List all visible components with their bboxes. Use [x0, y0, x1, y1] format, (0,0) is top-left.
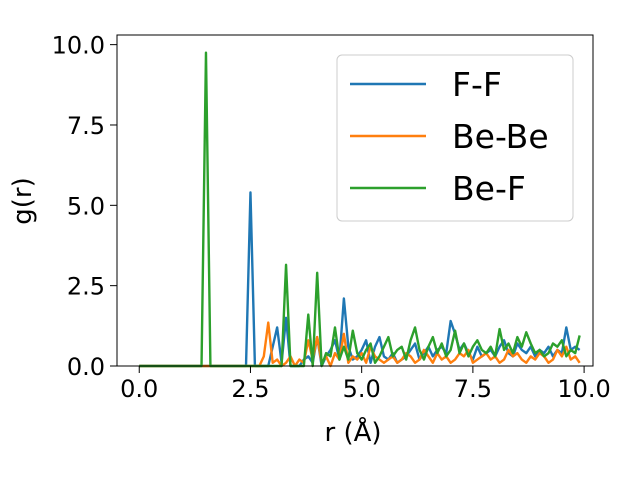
x-axis-ticks: 0.0 2.5 5.0 7.5 10.0 — [120, 366, 611, 403]
y-axis-ticks: 0.0 2.5 5.0 7.5 10.0 — [52, 32, 117, 381]
x-tick-label: 0.0 — [120, 375, 158, 403]
plot-frame — [116, 34, 594, 367]
x-tick-label: 10.0 — [557, 375, 610, 403]
x-tick-label: 2.5 — [231, 375, 269, 403]
legend: F-F Be-Be Be-F — [336, 54, 574, 222]
legend-box — [336, 54, 574, 222]
y-tick-label: 7.5 — [67, 112, 105, 140]
y-tick-label: 10.0 — [52, 32, 105, 60]
legend-label: F-F — [452, 65, 502, 104]
x-tick-label: 5.0 — [343, 375, 381, 403]
x-axis-label: r (Å) — [324, 416, 381, 448]
y-tick-label: 0.0 — [67, 353, 105, 381]
legend-label: Be-F — [452, 169, 526, 208]
y-tick-label: 2.5 — [67, 273, 105, 301]
x-tick-label: 7.5 — [454, 375, 492, 403]
legend-label: Be-Be — [452, 117, 549, 156]
series-line-be-be — [139, 321, 581, 368]
y-tick-label: 5.0 — [67, 192, 105, 220]
y-axis-label: g(r) — [8, 177, 38, 224]
